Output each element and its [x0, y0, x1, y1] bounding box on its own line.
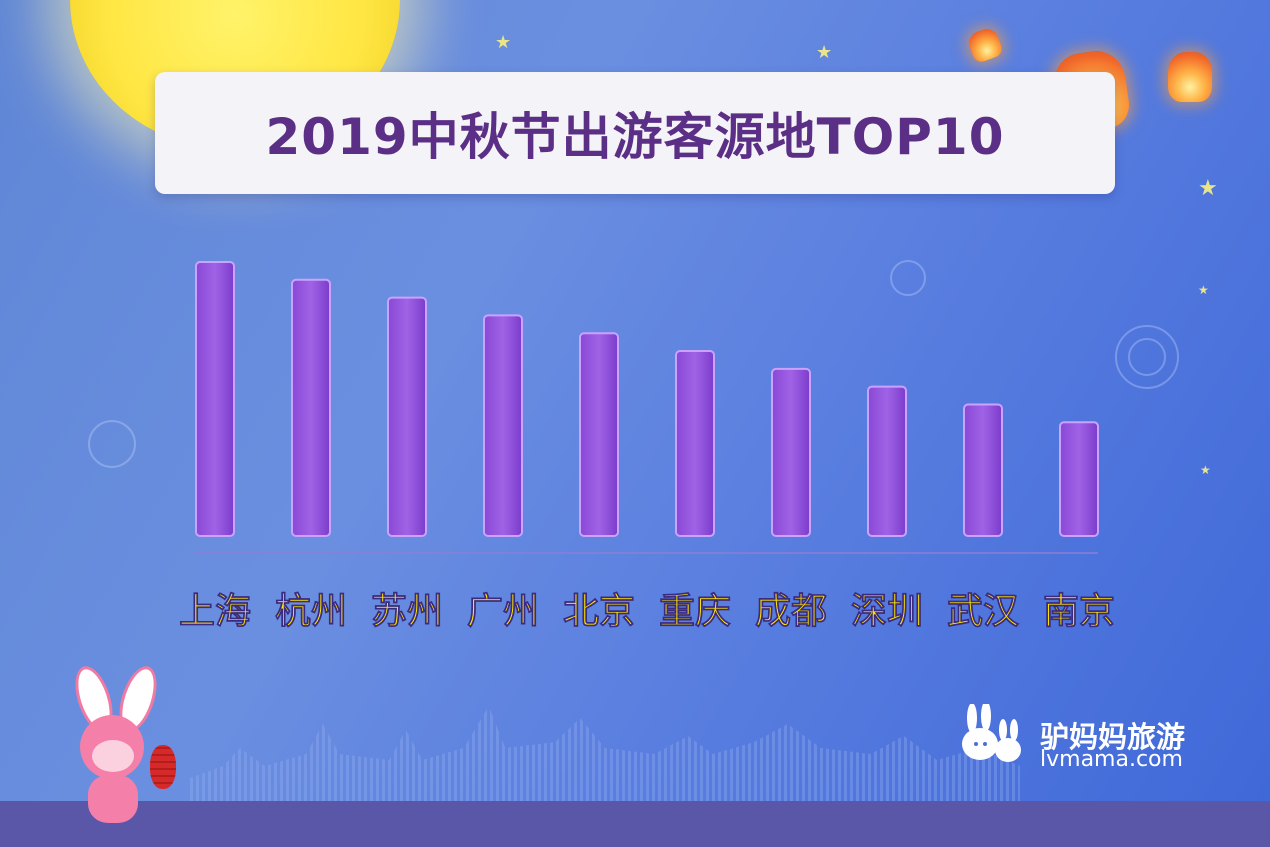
bar-上海	[195, 261, 235, 537]
red-lantern-icon	[150, 745, 176, 789]
cloud-swirl	[1128, 338, 1166, 376]
star-icon: ★	[495, 32, 512, 53]
star-icon: ★	[1198, 283, 1209, 297]
bar-北京	[579, 332, 619, 537]
category-label: 北京	[563, 590, 635, 632]
title-card: 2019中秋节出游客源地TOP10	[155, 72, 1115, 194]
bar-武汉	[963, 403, 1003, 538]
bar-苏州	[387, 296, 427, 537]
category-label: 杭州	[275, 590, 347, 632]
bar-广州	[483, 314, 523, 537]
category-label: 广州	[467, 591, 539, 632]
category-label: 苏州	[371, 591, 443, 632]
category-label: 武汉	[947, 591, 1020, 632]
category-label: 南京	[1043, 590, 1115, 632]
rabbit-mascot	[60, 661, 190, 835]
bar-南京	[1059, 421, 1099, 538]
bar-杭州	[291, 278, 331, 537]
lantern-icon	[1168, 52, 1212, 102]
cloud-swirl	[88, 420, 136, 468]
lvmama-logo-icon	[962, 704, 1021, 762]
category-label: 成都	[755, 591, 827, 632]
category-label: 上海	[179, 591, 251, 632]
category-label: 深圳	[851, 591, 923, 632]
star-icon: ★	[1200, 463, 1211, 477]
bar-成都	[771, 367, 811, 537]
category-label: 重庆	[659, 591, 731, 632]
chart-title: 2019中秋节出游客源地TOP10	[265, 108, 1005, 166]
logo-domain: lvmama.com	[1040, 747, 1183, 772]
lvmama-logo: 驴妈妈旅游 lvmama.com	[958, 694, 1208, 774]
bar-深圳	[867, 385, 907, 538]
cloud-swirl	[1115, 325, 1179, 389]
bar-重庆	[675, 350, 715, 537]
cloud-swirl	[890, 260, 926, 296]
star-icon: ★	[816, 42, 833, 63]
star-icon: ★	[1198, 176, 1218, 201]
ground-strip	[0, 801, 1270, 847]
logo-name: 驴妈妈旅游	[1040, 720, 1186, 754]
